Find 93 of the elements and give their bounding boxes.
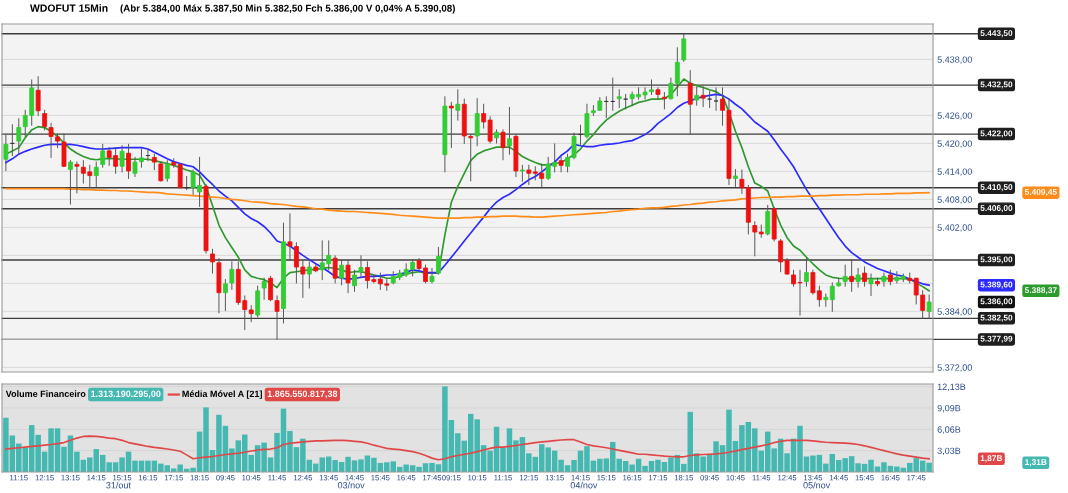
line-series — [5, 187, 930, 219]
candlestick — [842, 264, 848, 287]
candlestick — [429, 267, 435, 284]
candlestick — [526, 164, 532, 185]
y-tick-label: 5.402,00 — [937, 224, 972, 232]
y-tick-label: 5.426,00 — [937, 112, 972, 120]
candlestick — [474, 98, 480, 147]
candlestick — [119, 145, 125, 173]
candlestick — [93, 161, 99, 189]
text: 04/nov — [570, 481, 598, 489]
candlestick — [448, 101, 454, 149]
candlestick — [164, 160, 170, 182]
ref-line-label: 5.422,00 — [980, 130, 1013, 138]
candlestick — [306, 261, 312, 289]
y-tick-label: 3,03B — [937, 447, 961, 456]
candlestick — [3, 134, 9, 171]
candlestick — [687, 70, 693, 135]
candlestick — [694, 86, 700, 106]
candlestick — [707, 90, 713, 108]
ref-line-label: 5.443,50 — [980, 30, 1013, 38]
candlestick — [274, 295, 280, 340]
candlestick — [616, 89, 622, 108]
candlestick — [42, 109, 48, 131]
candlestick — [623, 93, 629, 110]
candlestick — [752, 221, 758, 257]
chart-title: WDOFUT 15Min — [30, 4, 108, 12]
candlestick — [68, 160, 73, 205]
candlestick — [907, 272, 913, 284]
text: Volume Financeiro — [5, 390, 86, 397]
candlestick — [126, 143, 131, 179]
y-tick-label: 5.372,00 — [937, 364, 972, 372]
candlestick — [855, 267, 861, 288]
ref-line-label: 5.395,00 — [980, 256, 1013, 264]
y-tick-label: 12,13B — [937, 383, 966, 392]
candlestick — [655, 87, 661, 100]
candlestick — [74, 161, 80, 194]
candlestick — [804, 258, 809, 287]
candlestick — [35, 76, 41, 116]
ref-line-label: 5.406,00 — [980, 205, 1013, 213]
text: 05/nov — [803, 481, 831, 489]
text: 5.386,00 — [980, 298, 1013, 306]
candlestick — [868, 273, 874, 296]
candlestick — [681, 33, 687, 62]
candlestick — [558, 156, 564, 173]
text: 5.409,45 — [1024, 188, 1057, 197]
ref-line-label: 5.377,99 — [980, 335, 1013, 343]
y-tick-label: 5.420,00 — [937, 140, 972, 148]
text: 1,31B — [1025, 459, 1047, 467]
text: 03/nov — [337, 481, 365, 489]
candlestick — [765, 204, 771, 236]
ref-line-label: 5.432,50 — [980, 81, 1013, 89]
y-tick-label: 9,09B — [937, 404, 961, 413]
text: 31/out — [106, 481, 131, 489]
chart-subtitle: (Abr 5.384,00 Máx 5.387,50 Min 5.382,50 Fch 5.386,00 V 0,04% A 5.390,08) — [120, 4, 455, 14]
annotation: 1.865.550.817,38 — [267, 390, 338, 399]
line-series — [5, 435, 930, 461]
candlestick — [455, 89, 461, 121]
candlestick — [268, 275, 273, 302]
candlestick — [823, 293, 829, 307]
text: 1,87B — [980, 455, 1003, 463]
legend-label: Média Móvel A [21] — [182, 390, 262, 399]
text: 5.388,37 — [1024, 287, 1057, 295]
candlestick — [862, 266, 867, 287]
candlestick — [662, 92, 667, 110]
candlestick — [261, 277, 267, 300]
candlestick — [926, 294, 932, 319]
candlestick — [519, 164, 525, 182]
ref-line-label: 5.410,50 — [980, 184, 1013, 192]
y-tick-label: 6,06B — [937, 426, 961, 434]
candlestick — [158, 161, 164, 182]
candlestick — [849, 259, 855, 292]
candlestick — [500, 129, 506, 161]
y-tick-label: 5.414,00 — [937, 168, 972, 176]
candlestick — [436, 246, 441, 275]
y-tick-label: 5.408,00 — [937, 196, 972, 204]
candlestick — [584, 103, 590, 139]
candlestick — [100, 143, 106, 168]
candlestick — [345, 260, 351, 294]
candlestick — [507, 107, 512, 155]
candlestick — [352, 269, 357, 292]
y-tick-label: 5.438,00 — [937, 56, 972, 64]
candlestick — [358, 255, 364, 277]
ref-line-label: 5.382,50 — [980, 314, 1013, 322]
candlestick — [700, 86, 706, 108]
candlestick — [16, 118, 22, 155]
candlestick — [332, 255, 338, 284]
candlestick — [829, 282, 835, 312]
annotation: 1.313.190.295,00 — [91, 390, 161, 399]
text: 5.389,60 — [980, 281, 1013, 289]
candlestick — [339, 260, 345, 286]
candlestick — [177, 163, 183, 189]
y-tick-label: 5.384,00 — [937, 308, 972, 316]
candlestick — [881, 272, 887, 287]
